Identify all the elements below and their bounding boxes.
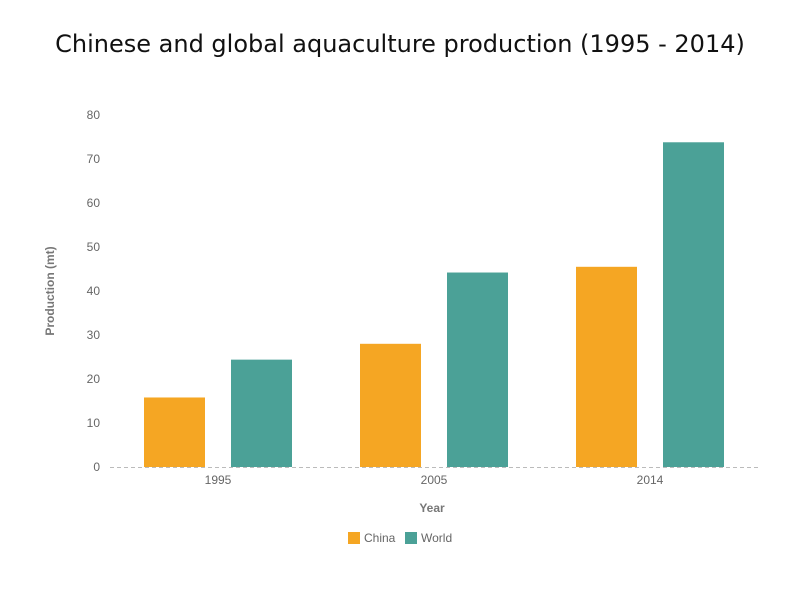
bar-world-2014 xyxy=(663,142,724,467)
y-axis-label: Production (mt) xyxy=(43,246,57,335)
x-tick-label: 2014 xyxy=(637,473,664,487)
chart-title: Chinese and global aquaculture productio… xyxy=(55,30,745,58)
x-axis-label: Year xyxy=(419,501,445,515)
y-tick-label: 60 xyxy=(87,196,101,210)
bar-china-2014 xyxy=(576,266,637,467)
y-tick-label: 40 xyxy=(87,284,101,298)
bar-world-2005 xyxy=(447,272,508,467)
bar-world-1995 xyxy=(231,359,292,467)
x-tick-label: 2005 xyxy=(421,473,448,487)
y-tick-label: 30 xyxy=(87,328,101,342)
y-tick-label: 70 xyxy=(87,152,101,166)
y-tick-label: 50 xyxy=(87,240,101,254)
bar-china-1995 xyxy=(144,397,205,467)
bars xyxy=(144,142,724,467)
legend-swatch-china xyxy=(348,532,360,544)
x-axis-ticks: 1995 2005 2014 xyxy=(205,473,664,487)
y-tick-label: 20 xyxy=(87,372,101,386)
legend-label-world: World xyxy=(421,531,452,545)
legend: China World xyxy=(348,531,452,545)
y-tick-label: 80 xyxy=(87,108,101,122)
y-tick-label: 0 xyxy=(93,460,100,474)
y-axis-ticks: 0 10 20 30 40 50 60 70 80 xyxy=(87,108,101,474)
x-tick-label: 1995 xyxy=(205,473,232,487)
y-tick-label: 10 xyxy=(87,416,101,430)
legend-label-china: China xyxy=(364,531,396,545)
legend-swatch-world xyxy=(405,532,417,544)
bar-china-2005 xyxy=(360,343,421,467)
